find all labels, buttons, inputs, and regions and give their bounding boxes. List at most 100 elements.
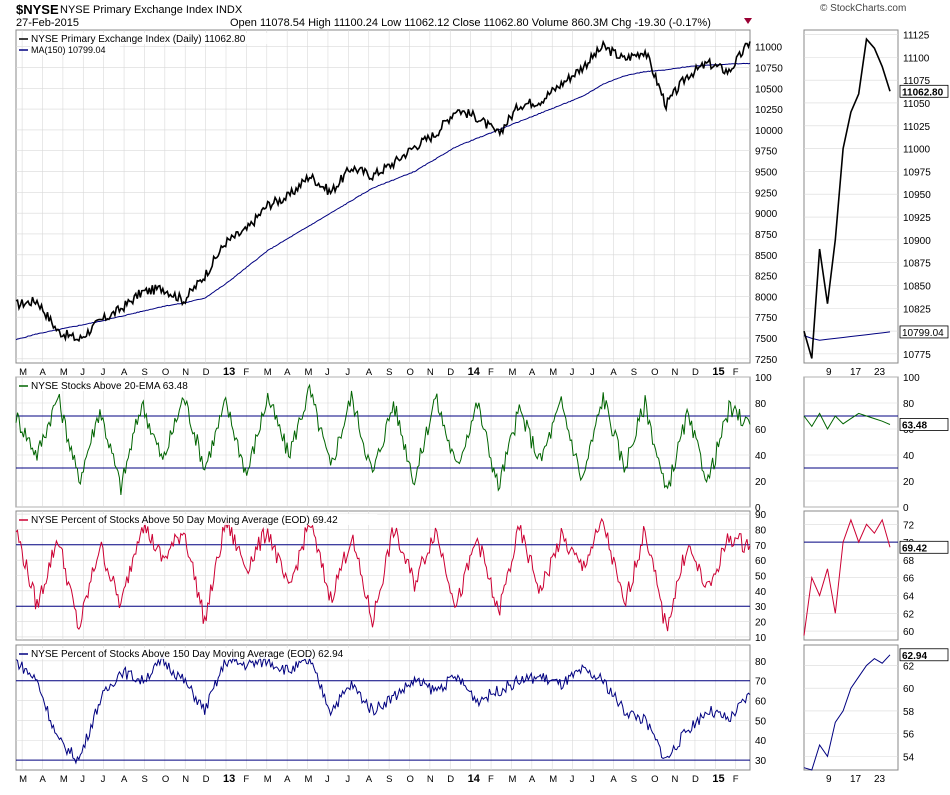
zoom-series-line xyxy=(803,412,891,431)
x-axis-month-label: D xyxy=(692,367,699,378)
x-axis-month-label: A xyxy=(40,774,47,785)
zoom-y-tick-label: 60 xyxy=(903,684,915,695)
x-axis-month-label: M xyxy=(19,367,27,378)
x-axis-month-label: D xyxy=(692,774,699,785)
y-tick-label: 0 xyxy=(755,503,761,514)
x-axis-month-label: J xyxy=(345,367,350,378)
y-tick-label: 10750 xyxy=(755,63,783,74)
legend-bg xyxy=(30,33,277,44)
x-axis-month-label: F xyxy=(733,774,739,785)
x-axis-month-label: J xyxy=(101,367,106,378)
y-tick-label: 50 xyxy=(755,716,767,727)
last-value-label: 63.48 xyxy=(902,420,927,431)
y-tick-label: 80 xyxy=(755,399,767,410)
x-axis-month-label: O xyxy=(162,774,169,785)
zoom-x-axis-label: 17 xyxy=(850,774,862,785)
y-tick-label: 20 xyxy=(755,477,767,488)
x-axis-month-label: 15 xyxy=(712,366,724,378)
y-tick-label: 100 xyxy=(755,373,772,384)
zoom-frame xyxy=(803,644,899,771)
last-value-label: 11062.80 xyxy=(902,87,944,98)
y-tick-label: 40 xyxy=(755,451,767,462)
series-line xyxy=(15,383,751,495)
x-axis-month-label: S xyxy=(386,367,392,378)
zoom-x-axis-label: 17 xyxy=(850,367,862,378)
zoom-series-line xyxy=(803,654,891,771)
x-axis-month-label: N xyxy=(182,367,189,378)
zoom-x-axis-label: 23 xyxy=(874,774,886,785)
x-axis-month-label: S xyxy=(386,774,392,785)
x-axis-month-label: D xyxy=(447,774,454,785)
x-axis-month-label: F xyxy=(243,367,249,378)
zoom-y-tick-label: 11125 xyxy=(903,31,930,42)
x-axis-month-label: F xyxy=(488,774,494,785)
down-arrow-icon xyxy=(744,18,752,24)
zoom-y-tick-label: 10775 xyxy=(903,350,931,361)
y-tick-label: 60 xyxy=(755,425,767,436)
zoom-y-tick-label: 72 xyxy=(903,520,915,531)
series-line xyxy=(15,517,751,632)
y-tick-label: 40 xyxy=(755,736,767,747)
chart-header: $NYSE NYSE Primary Exchange Index INDX 2… xyxy=(0,0,950,30)
y-tick-label: 8250 xyxy=(755,272,778,283)
zoom-y-tick-label: 54 xyxy=(903,752,915,763)
zoom-y-tick-label: 11075 xyxy=(903,76,931,87)
y-tick-label: 90 xyxy=(755,510,767,521)
x-axis-month-label: A xyxy=(366,774,373,785)
zoom-y-tick-label: 0 xyxy=(903,503,909,514)
zoom-y-tick-label: 10975 xyxy=(903,167,931,178)
x-axis-month-label: A xyxy=(284,367,291,378)
x-axis-month-label: M xyxy=(549,367,557,378)
y-tick-label: 10 xyxy=(755,633,767,644)
zoom-y-tick-label: 11000 xyxy=(903,145,931,156)
x-axis-month-label: J xyxy=(80,367,85,378)
y-tick-label: 9750 xyxy=(755,147,778,158)
y-tick-label: 40 xyxy=(755,587,767,598)
chart-date: 27-Feb-2015 xyxy=(16,17,79,29)
x-axis-month-label: D xyxy=(203,367,210,378)
last-value-box xyxy=(899,540,949,554)
x-axis-month-label: F xyxy=(243,774,249,785)
x-axis-month-label: 13 xyxy=(223,773,235,785)
panel-1: 7250 7500 7750 8000 8250 8500 8750 9000 9250 9500… xyxy=(15,29,949,366)
index-name: NYSE Primary Exchange Index INDX xyxy=(60,4,242,16)
panel-3: 1020304050607080906062646668707269.42NYS… xyxy=(15,510,949,644)
y-tick-label: 9250 xyxy=(755,188,778,199)
x-axis-month-label: M xyxy=(19,774,27,785)
zoom-y-tick-label: 10900 xyxy=(903,236,931,247)
y-tick-label: 60 xyxy=(755,697,767,708)
x-axis-month-label: F xyxy=(733,367,739,378)
x-axis-month-label: J xyxy=(80,774,85,785)
x-axis-month-label: O xyxy=(407,367,414,378)
x-axis-month-label: M xyxy=(60,367,68,378)
legend-entry: NYSE Primary Exchange Index (Daily) 1106… xyxy=(31,34,246,45)
x-axis-month-label: J xyxy=(570,367,575,378)
x-axis-month-label: N xyxy=(427,367,434,378)
y-tick-label: 30 xyxy=(755,756,767,767)
y-tick-label: 20 xyxy=(755,618,767,629)
y-tick-label: 10000 xyxy=(755,126,783,137)
x-axis-month-label: M xyxy=(508,774,516,785)
x-axis-month-label: 15 xyxy=(712,773,724,785)
ma-value-box xyxy=(899,325,949,339)
x-axis-month-label: D xyxy=(447,367,454,378)
brand-label: © StockCharts.com xyxy=(820,3,907,14)
zoom-y-tick-label: 11050 xyxy=(903,99,931,110)
legend-bg xyxy=(30,44,120,55)
zoom-y-tick-label: 62 xyxy=(903,609,915,620)
ma-value-label: 10799.04 xyxy=(902,328,944,339)
y-tick-label: 7250 xyxy=(755,355,778,366)
zoom-y-tick-label: 66 xyxy=(903,574,915,585)
y-tick-label: 9500 xyxy=(755,168,778,179)
x-axis-month-label: A xyxy=(610,774,617,785)
x-axis-month-label: A xyxy=(529,367,536,378)
y-tick-label: 60 xyxy=(755,556,767,567)
zoom-y-tick-label: 100 xyxy=(903,373,920,384)
legend-bg xyxy=(30,380,198,391)
x-axis-month-label: A xyxy=(529,774,536,785)
zoom-y-tick-label: 40 xyxy=(903,451,915,462)
x-axis-month-label: S xyxy=(141,367,147,378)
x-axis-month-label: M xyxy=(264,774,272,785)
